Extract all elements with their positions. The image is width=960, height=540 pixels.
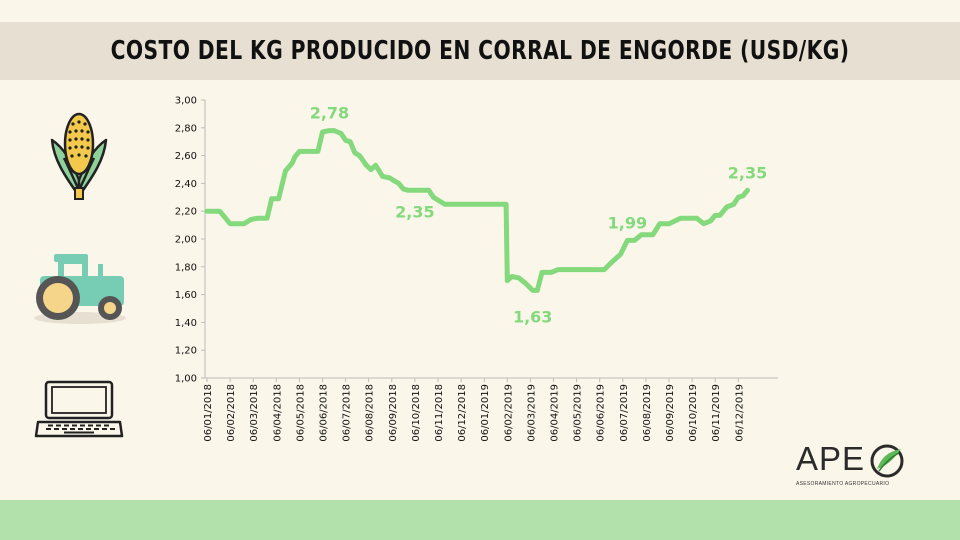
footer-band: [0, 500, 960, 540]
x-tick-label: 06/06/2018: [319, 384, 330, 442]
x-tick-label: 06/05/2019: [573, 384, 584, 442]
corn-icon: [50, 112, 108, 200]
y-tick-label: 1,20: [175, 346, 197, 357]
x-tick-label: 06/10/2019: [688, 384, 699, 442]
y-tick-label: 2,00: [175, 235, 197, 246]
x-tick-label: 06/01/2019: [480, 384, 491, 442]
x-tick-label: 06/06/2019: [596, 384, 607, 442]
x-tick-label: 06/10/2018: [411, 384, 422, 442]
x-tick-label: 06/08/2019: [642, 384, 653, 442]
x-tick-label: 06/11/2019: [711, 384, 722, 442]
x-tick-label: 06/07/2019: [619, 384, 630, 442]
title-band: COSTO DEL KG PRODUCIDO EN CORRAL DE ENGO…: [0, 22, 960, 80]
y-tick-label: 2,80: [175, 123, 197, 134]
x-tick-label: 06/02/2018: [226, 384, 237, 442]
x-tick-label: 06/12/2018: [457, 384, 468, 442]
x-tick-label: 06/09/2018: [388, 384, 399, 442]
brand-name: APE: [796, 440, 866, 477]
data-label: 1,63: [513, 307, 552, 326]
x-tick-label: 06/12/2019: [734, 384, 745, 442]
y-tick-label: 1,00: [175, 374, 197, 385]
y-tick-label: 2,20: [175, 207, 197, 218]
data-label: 1,99: [608, 213, 647, 232]
x-tick-label: 06/04/2018: [272, 384, 283, 442]
x-tick-label: 06/09/2019: [665, 384, 676, 442]
x-tick-label: 06/11/2018: [434, 384, 445, 442]
y-tick-label: 1,40: [175, 318, 197, 329]
x-tick-label: 06/05/2018: [295, 384, 306, 442]
brand-tagline: ASESORAMIENTO AGROPECUARIO: [796, 481, 890, 487]
x-tick-label: 06/04/2019: [550, 384, 561, 442]
x-tick-label: 06/07/2018: [342, 384, 353, 442]
leaf-logo-icon: [870, 444, 904, 478]
y-tick-label: 2,40: [175, 179, 197, 190]
x-tick-label: 06/03/2019: [526, 384, 537, 442]
y-tick-label: 2,60: [175, 151, 197, 162]
data-label: 2,35: [395, 202, 434, 221]
series-line: [204, 128, 750, 293]
x-tick-label: 06/03/2018: [249, 384, 260, 442]
x-tick-label: 06/01/2018: [203, 384, 214, 442]
data-label: 2,35: [728, 163, 767, 182]
y-tick-label: 1,80: [175, 262, 197, 273]
data-label: 2,78: [310, 104, 349, 123]
brand-logo: APE ASESORAMIENTO AGROPECUARIO: [796, 440, 916, 490]
x-tick-label: 06/02/2019: [503, 384, 514, 442]
x-tick-label: 06/08/2018: [365, 384, 376, 442]
y-tick-label: 3,00: [175, 96, 197, 107]
tractor-icon: [34, 254, 126, 324]
laptop-icon: [34, 380, 124, 438]
y-tick-label: 1,60: [175, 290, 197, 301]
chart-title: COSTO DEL KG PRODUCIDO EN CORRAL DE ENGO…: [110, 36, 850, 66]
